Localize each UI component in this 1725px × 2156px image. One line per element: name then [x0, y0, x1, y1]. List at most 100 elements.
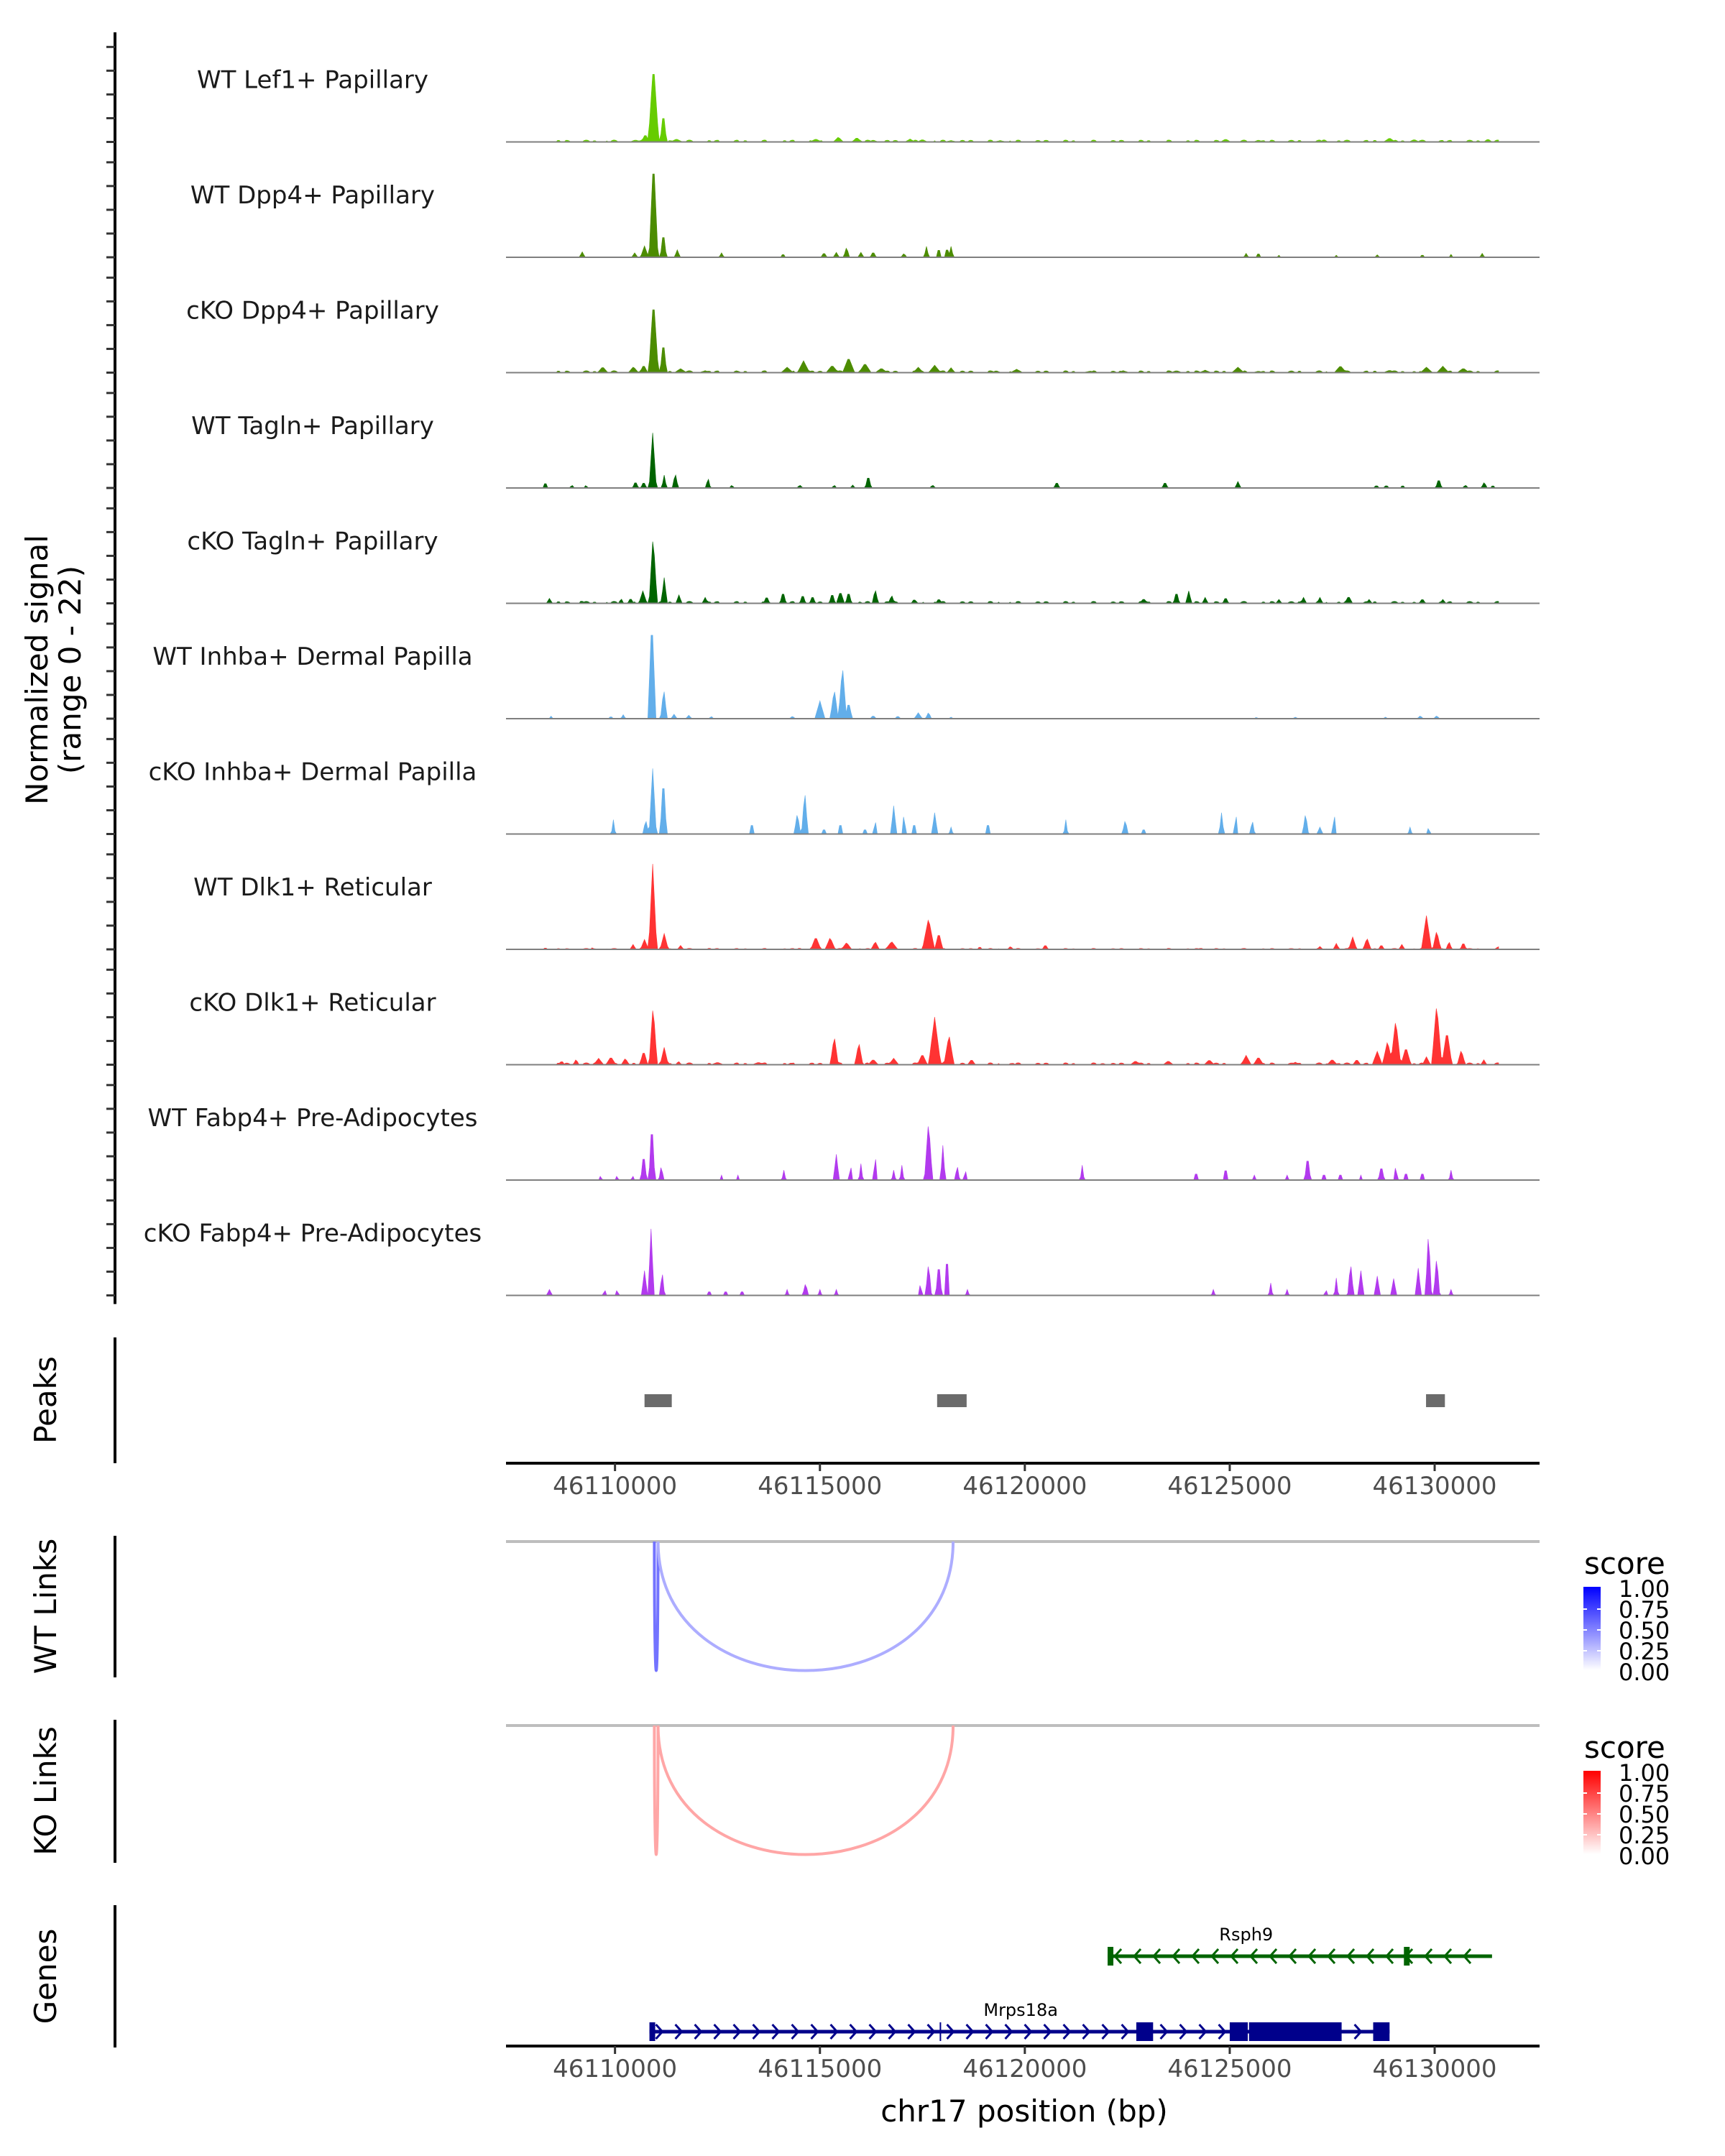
exon	[1229, 2022, 1248, 2041]
strand-arrow-icon	[965, 2023, 975, 2040]
wt-score-legend: score 1.000.750.500.250.00	[1583, 1546, 1670, 1686]
gene-label: Mrps18a	[983, 2000, 1058, 2020]
strand-arrow-icon	[829, 2023, 839, 2040]
gene-label: Rsph9	[1219, 1925, 1273, 1945]
strand-arrow-icon	[674, 2023, 684, 2040]
peak-region	[644, 1394, 672, 1407]
coverage-area	[506, 864, 1499, 950]
strand-arrow-icon	[849, 2023, 858, 2040]
strand-arrow-icon	[1082, 2023, 1091, 2040]
legend-tick-label: 0.00	[1619, 1843, 1670, 1870]
peak-region	[1426, 1394, 1445, 1407]
legend-tick-label: 0.25	[1619, 1822, 1670, 1849]
peaks-regions	[644, 1394, 1445, 1407]
strand-arrow-icon	[655, 2023, 664, 2040]
coverage-track: cKO Inhba+ Dermal Papilla	[149, 758, 1540, 835]
x-tick-label: 46130000	[1373, 1472, 1497, 1501]
coverage-track: cKO Dlk1+ Reticular	[189, 989, 1540, 1066]
strand-arrow-icon	[1307, 1948, 1317, 1965]
x-tick-label: 46115000	[758, 1472, 882, 1501]
coverage-area	[506, 433, 1499, 489]
legend-tick-label: 0.75	[1619, 1596, 1670, 1623]
exon	[1248, 2022, 1342, 2041]
coverage-track: WT Dpp4+ Papillary	[190, 173, 1540, 258]
ko-legend-title: score	[1584, 1730, 1665, 1765]
strand-arrow-icon	[1230, 1948, 1239, 1965]
coverage-area	[506, 173, 1499, 258]
strand-arrow-icon	[732, 2023, 742, 2040]
coverage-tracks: WT Lef1+ Papillary WT Dpp4+ Papillary cKO …	[144, 66, 1540, 1296]
strand-arrow-icon	[1353, 2023, 1363, 2040]
coverage-track: WT Fabp4+ Pre-Adipocytes	[148, 1104, 1540, 1181]
strand-arrow-icon	[810, 2023, 819, 2040]
strand-arrow-icon	[1113, 1948, 1123, 1965]
strand-arrow-icon	[713, 2023, 722, 2040]
strand-arrow-icon	[1443, 1948, 1453, 1965]
strand-arrow-icon	[1346, 1948, 1356, 1965]
coverage-track: WT Lef1+ Papillary	[197, 66, 1540, 143]
coverage-area	[506, 1228, 1499, 1296]
peak-region	[937, 1394, 967, 1407]
strand-arrow-icon	[907, 2023, 916, 2040]
track-label: WT Inhba+ Dermal Papilla	[152, 642, 472, 671]
strand-arrow-icon	[1062, 2023, 1072, 2040]
genes-panel-label: Genes	[28, 1929, 63, 2024]
coverage-y-axis	[106, 32, 116, 1304]
strand-arrow-icon	[1424, 1948, 1433, 1965]
track-label: cKO Fabp4+ Pre-Adipocytes	[144, 1220, 482, 1248]
strand-arrow-icon	[868, 2023, 878, 2040]
track-label: cKO Inhba+ Dermal Papilla	[149, 758, 477, 787]
strand-arrow-icon	[1327, 1948, 1336, 1965]
strand-arrow-icon	[1463, 1948, 1472, 1965]
strand-arrow-icon	[1218, 2023, 1227, 2040]
strand-arrow-icon	[1121, 2023, 1130, 2040]
gene-rsph9: Rsph9	[1108, 1925, 1492, 1966]
links-arcs	[506, 1540, 1540, 1856]
link-arc	[653, 1541, 660, 1672]
link-arc	[653, 1725, 660, 1856]
x-tick-label: 46130000	[1373, 2055, 1497, 2083]
track-label: cKO Tagln+ Papillary	[187, 528, 438, 556]
strand-arrow-icon	[1249, 1948, 1259, 1965]
track-label: WT Dpp4+ Papillary	[190, 181, 435, 210]
strand-arrow-icon	[694, 2023, 703, 2040]
strand-arrow-icon	[1179, 2023, 1188, 2040]
legend-tick-label: 1.00	[1619, 1575, 1670, 1603]
legend-tick-label: 0.75	[1619, 1780, 1670, 1807]
x-tick-label: 46125000	[1167, 1472, 1292, 1501]
ko-score-legend: score 1.000.750.500.250.00	[1583, 1730, 1670, 1870]
legend-tick-label: 0.00	[1619, 1659, 1670, 1686]
strand-arrow-icon	[1366, 1948, 1375, 1965]
link-arc	[656, 1725, 955, 1856]
strand-arrow-icon	[1172, 1948, 1181, 1965]
wt-legend-colorbar	[1583, 1587, 1601, 1670]
coverage-area	[506, 768, 1499, 834]
strand-arrow-icon	[1152, 1948, 1162, 1965]
strand-arrow-icon	[1024, 2023, 1033, 2040]
x-axis-title: chr17 position (bp)	[880, 2093, 1168, 2129]
coverage-area	[506, 1126, 1499, 1181]
strand-arrow-icon	[1004, 2023, 1013, 2040]
wt-links-panel-label: WT Links	[28, 1539, 63, 1674]
coverage-area	[506, 635, 1499, 719]
wt-legend-title: score	[1584, 1546, 1665, 1581]
strand-arrow-icon	[888, 2023, 897, 2040]
strand-arrow-icon	[1043, 2023, 1052, 2040]
coverage-area	[506, 541, 1499, 604]
exon	[1404, 1947, 1410, 1966]
track-label: cKO Dpp4+ Papillary	[186, 297, 439, 326]
track-label: WT Lef1+ Papillary	[197, 66, 428, 95]
coverage-area	[506, 309, 1499, 374]
strand-arrow-icon	[1385, 1948, 1394, 1965]
x-axis-peaks: 46110000 46115000 46120000 46125000 46130000	[506, 1462, 1540, 1501]
x-tick-label: 46115000	[758, 2055, 882, 2083]
coverage-track: WT Inhba+ Dermal Papilla	[152, 635, 1540, 719]
peaks-panel-label: Peaks	[28, 1356, 63, 1444]
strand-arrow-icon	[771, 2023, 781, 2040]
y-axis-title-line1: Normalized signal	[19, 535, 55, 805]
coverage-track: WT Tagln+ Papillary	[191, 412, 1540, 489]
x-axis-genes: 46110000 46115000 46120000 46125000 46130000	[506, 2045, 1540, 2083]
strand-arrow-icon	[1210, 1948, 1220, 1965]
x-tick-label: 46125000	[1167, 2055, 1292, 2083]
